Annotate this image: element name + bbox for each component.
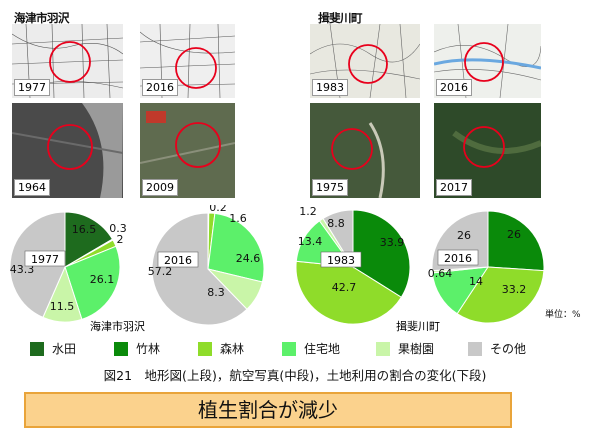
year-label: 1977 (14, 79, 50, 96)
legend-label: 果樹園 (398, 342, 435, 356)
pie-slice-住宅地 (207, 212, 265, 283)
legend-swatch (376, 342, 390, 356)
area-label-ibigawa: 揖斐川町 (318, 11, 363, 25)
data-label-その他: 8.8 (327, 217, 345, 230)
legend-swatch (114, 342, 128, 356)
data-label-森林: 1.6 (229, 212, 247, 225)
highlight-circle (47, 124, 93, 170)
region-label-kaizu: 海津市羽沢 (90, 320, 145, 333)
pie-chart-ibigawa-1983: 33.9 42.7 13.4 1.2 8.8 1983 (295, 205, 411, 325)
legend-label: その他 (490, 342, 527, 356)
highlight-circle (463, 126, 505, 168)
data-label-竹林: 33.9 (380, 236, 405, 249)
year-label: 1975 (312, 179, 348, 196)
highlight-circle (49, 41, 91, 83)
legend-label: 森林 (220, 342, 245, 356)
unit-label: 単位：% (545, 310, 581, 320)
year-box (437, 249, 479, 266)
pie-chart-ibigawa-2016: 26 33.2 14 0.64 26 2016 (428, 210, 545, 324)
data-label-住宅地: 26.1 (90, 273, 115, 286)
aerial-photo-kaizu-2009: 2009 (140, 103, 235, 198)
topo-map-kaizu-1977: 1977 (12, 24, 123, 98)
legend-label: 竹林 (136, 342, 161, 356)
data-label-水田: 16.5 (72, 223, 97, 236)
pie-slice-水田 (64, 211, 114, 268)
legend-swatch (30, 342, 44, 356)
topo-map-kaizu-2016: 2016 (140, 24, 235, 98)
year-label: 1964 (14, 179, 50, 196)
pie-slice-森林 (295, 260, 403, 325)
data-label-住宅地: 24.6 (236, 252, 261, 265)
data-label-竹林: 0.2 (209, 205, 227, 214)
legend-swatch (198, 342, 212, 356)
data-label-果樹園: 11.5 (50, 300, 75, 313)
region-label-ibigawa: 揖斐川町 (396, 320, 440, 333)
data-label-森林: 42.7 (332, 281, 357, 294)
aerial-photo-ibigawa-2017: 2017 (434, 103, 541, 198)
data-label-森林: 2 (117, 233, 124, 246)
data-label-竹林: 26 (507, 228, 521, 241)
year-label: 1983 (312, 79, 348, 96)
year-box (157, 251, 199, 268)
year-label: 2016 (142, 79, 178, 96)
area-label-kaizu: 海津市羽沢 (14, 11, 70, 25)
figure-caption: 図21 地形図(上段)，航空写真(中段)，土地利用の割合の変化(下段) (103, 368, 487, 383)
year-label: 2009 (142, 179, 178, 196)
pie-year-label: 2016 (444, 252, 472, 265)
data-label-その他: 57.2 (148, 265, 173, 278)
pie-year-label: 1983 (327, 254, 355, 267)
data-label-竹林: 0.3 (109, 222, 127, 235)
legend: 水田 竹林 森林 住宅地 果樹園 その他 (30, 340, 570, 358)
legend-swatch (282, 342, 296, 356)
data-label-果樹園: 0.64 (428, 267, 453, 280)
topo-map-ibigawa-2016: 2016 (434, 24, 541, 98)
aerial-photo-kaizu-1964: 1964 (12, 103, 123, 198)
legend-label: 水田 (52, 342, 77, 356)
topo-map-ibigawa-1983: 1983 (310, 24, 420, 98)
pie-slice-住宅地 (64, 245, 121, 320)
data-label-その他: 26 (457, 229, 471, 242)
year-box (24, 250, 66, 267)
data-label-森林: 33.2 (502, 283, 527, 296)
year-label: 2017 (436, 179, 472, 196)
data-label-果樹園: 8.3 (207, 286, 225, 299)
data-label-果樹園: 1.2 (299, 205, 317, 218)
highlight-circle (348, 44, 388, 84)
pie-year-label: 2016 (164, 254, 192, 267)
highlight-circle (175, 47, 217, 89)
pie-slice-その他 (151, 212, 248, 326)
year-label: 2016 (436, 79, 472, 96)
legend-label: 住宅地 (304, 342, 341, 356)
aerial-photo-ibigawa-1975: 1975 (310, 103, 420, 198)
highlight-circle (464, 42, 504, 82)
highlight-circle (175, 122, 221, 168)
pie-year-label: 1977 (31, 253, 59, 266)
year-box (320, 251, 362, 268)
pie-slice-竹林 (487, 210, 545, 272)
highlight-circle (331, 128, 373, 170)
data-label-住宅地: 14 (469, 275, 483, 288)
summary-banner: 植生割合が減少 (24, 392, 512, 428)
data-label-住宅地: 13.4 (298, 235, 323, 248)
legend-swatch (468, 342, 482, 356)
